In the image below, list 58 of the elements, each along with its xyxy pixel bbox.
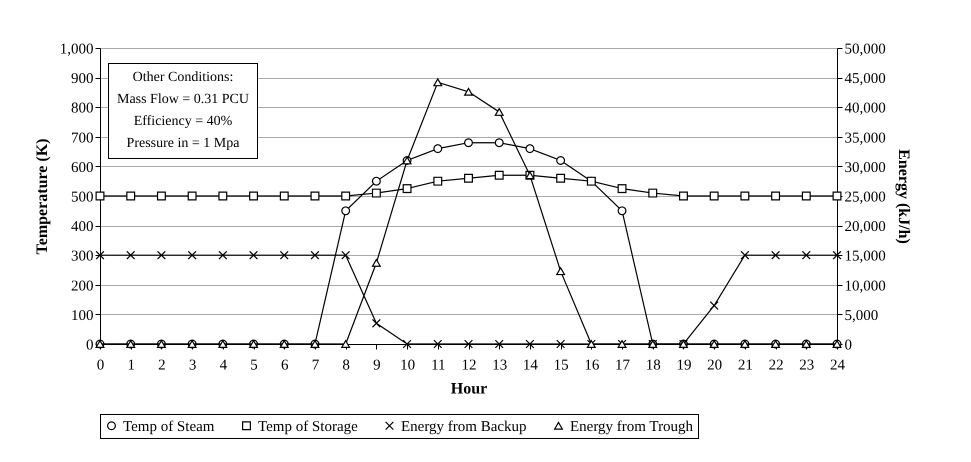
y-tick-label: 900	[71, 71, 94, 88]
y-tick-label: 1,000	[60, 42, 94, 58]
x-tick-label: 7	[312, 358, 320, 374]
legend-label: Temp of Storage	[258, 418, 358, 435]
y-tick-label: 300	[71, 248, 94, 265]
legend-label: Temp of Steam	[123, 418, 215, 435]
x-axis-title: Hour	[450, 380, 488, 398]
y2-tick-label: 0	[844, 338, 852, 354]
y2-axis-title: Energy (kJ/h)	[894, 149, 912, 244]
x-tick-label: 5	[250, 358, 258, 374]
y-tick-label: 0	[86, 338, 94, 354]
y2-tick-label: 10,000	[844, 278, 886, 294]
x-tick-label: 2	[158, 358, 166, 374]
y-tick-label: 100	[71, 308, 94, 324]
x-tick-label: 20	[707, 358, 722, 374]
x-tick-label: 14	[522, 358, 538, 374]
y2-tick-label: 50,000	[844, 42, 886, 58]
annotation: Mass Flow = 0.31 PCU	[117, 91, 249, 109]
legend-label: Energy from Trough	[570, 418, 694, 435]
y2-tick-label: 40,000	[844, 100, 886, 117]
y2-tick-label: 15,000	[844, 248, 886, 265]
x-tick-label: 15	[554, 358, 569, 374]
x-tick-label: 1	[127, 358, 135, 374]
y2-tick-label: 20,000	[844, 219, 886, 236]
x-tick-label: 10	[400, 358, 416, 374]
x-tick-label: 22	[768, 358, 784, 374]
x-tick-label: 17	[615, 358, 631, 374]
annotation: Pressure in = 1 Mpa	[126, 135, 240, 153]
y-axis-title: Temperature (K)	[34, 138, 51, 254]
annotation: Other Conditions:	[132, 69, 234, 87]
y-tick-label: 200	[71, 278, 94, 294]
x-tick-label: 8	[342, 358, 350, 374]
legend-label: Energy from Backup	[401, 418, 527, 435]
y-tick-label: 400	[71, 219, 94, 236]
y-tick-label: 600	[71, 160, 94, 176]
x-tick-label: 12	[462, 358, 476, 374]
x-tick-label: 21	[738, 358, 753, 374]
x-tick-label: 9	[373, 358, 381, 374]
x-tick-label: 13	[492, 358, 508, 374]
x-tick-label: 19	[676, 358, 692, 374]
x-tick-label: 0	[96, 358, 104, 374]
x-tick-label: 4	[220, 358, 228, 374]
y-tick-label: 700	[71, 130, 94, 146]
y2-tick-label: 45,000	[844, 71, 886, 88]
x-tick-label: 23	[799, 358, 814, 374]
y2-tick-label: 5,000	[844, 308, 878, 324]
y2-tick-label: 30,000	[844, 160, 886, 176]
x-tick-label: 24	[830, 358, 846, 374]
x-tick-label: 18	[646, 358, 661, 374]
y-tick-label: 800	[71, 100, 94, 117]
x-tick-label: 16	[584, 358, 600, 374]
y-tick-label: 500	[71, 190, 94, 206]
x-tick-label: 3	[188, 358, 196, 374]
annotation: Efficiency = 40%	[132, 113, 234, 131]
y2-tick-label: 25,000	[844, 190, 886, 206]
x-tick-label: 6	[281, 358, 289, 374]
x-tick-label: 11	[431, 358, 446, 374]
y2-tick-label: 35,000	[844, 130, 886, 146]
